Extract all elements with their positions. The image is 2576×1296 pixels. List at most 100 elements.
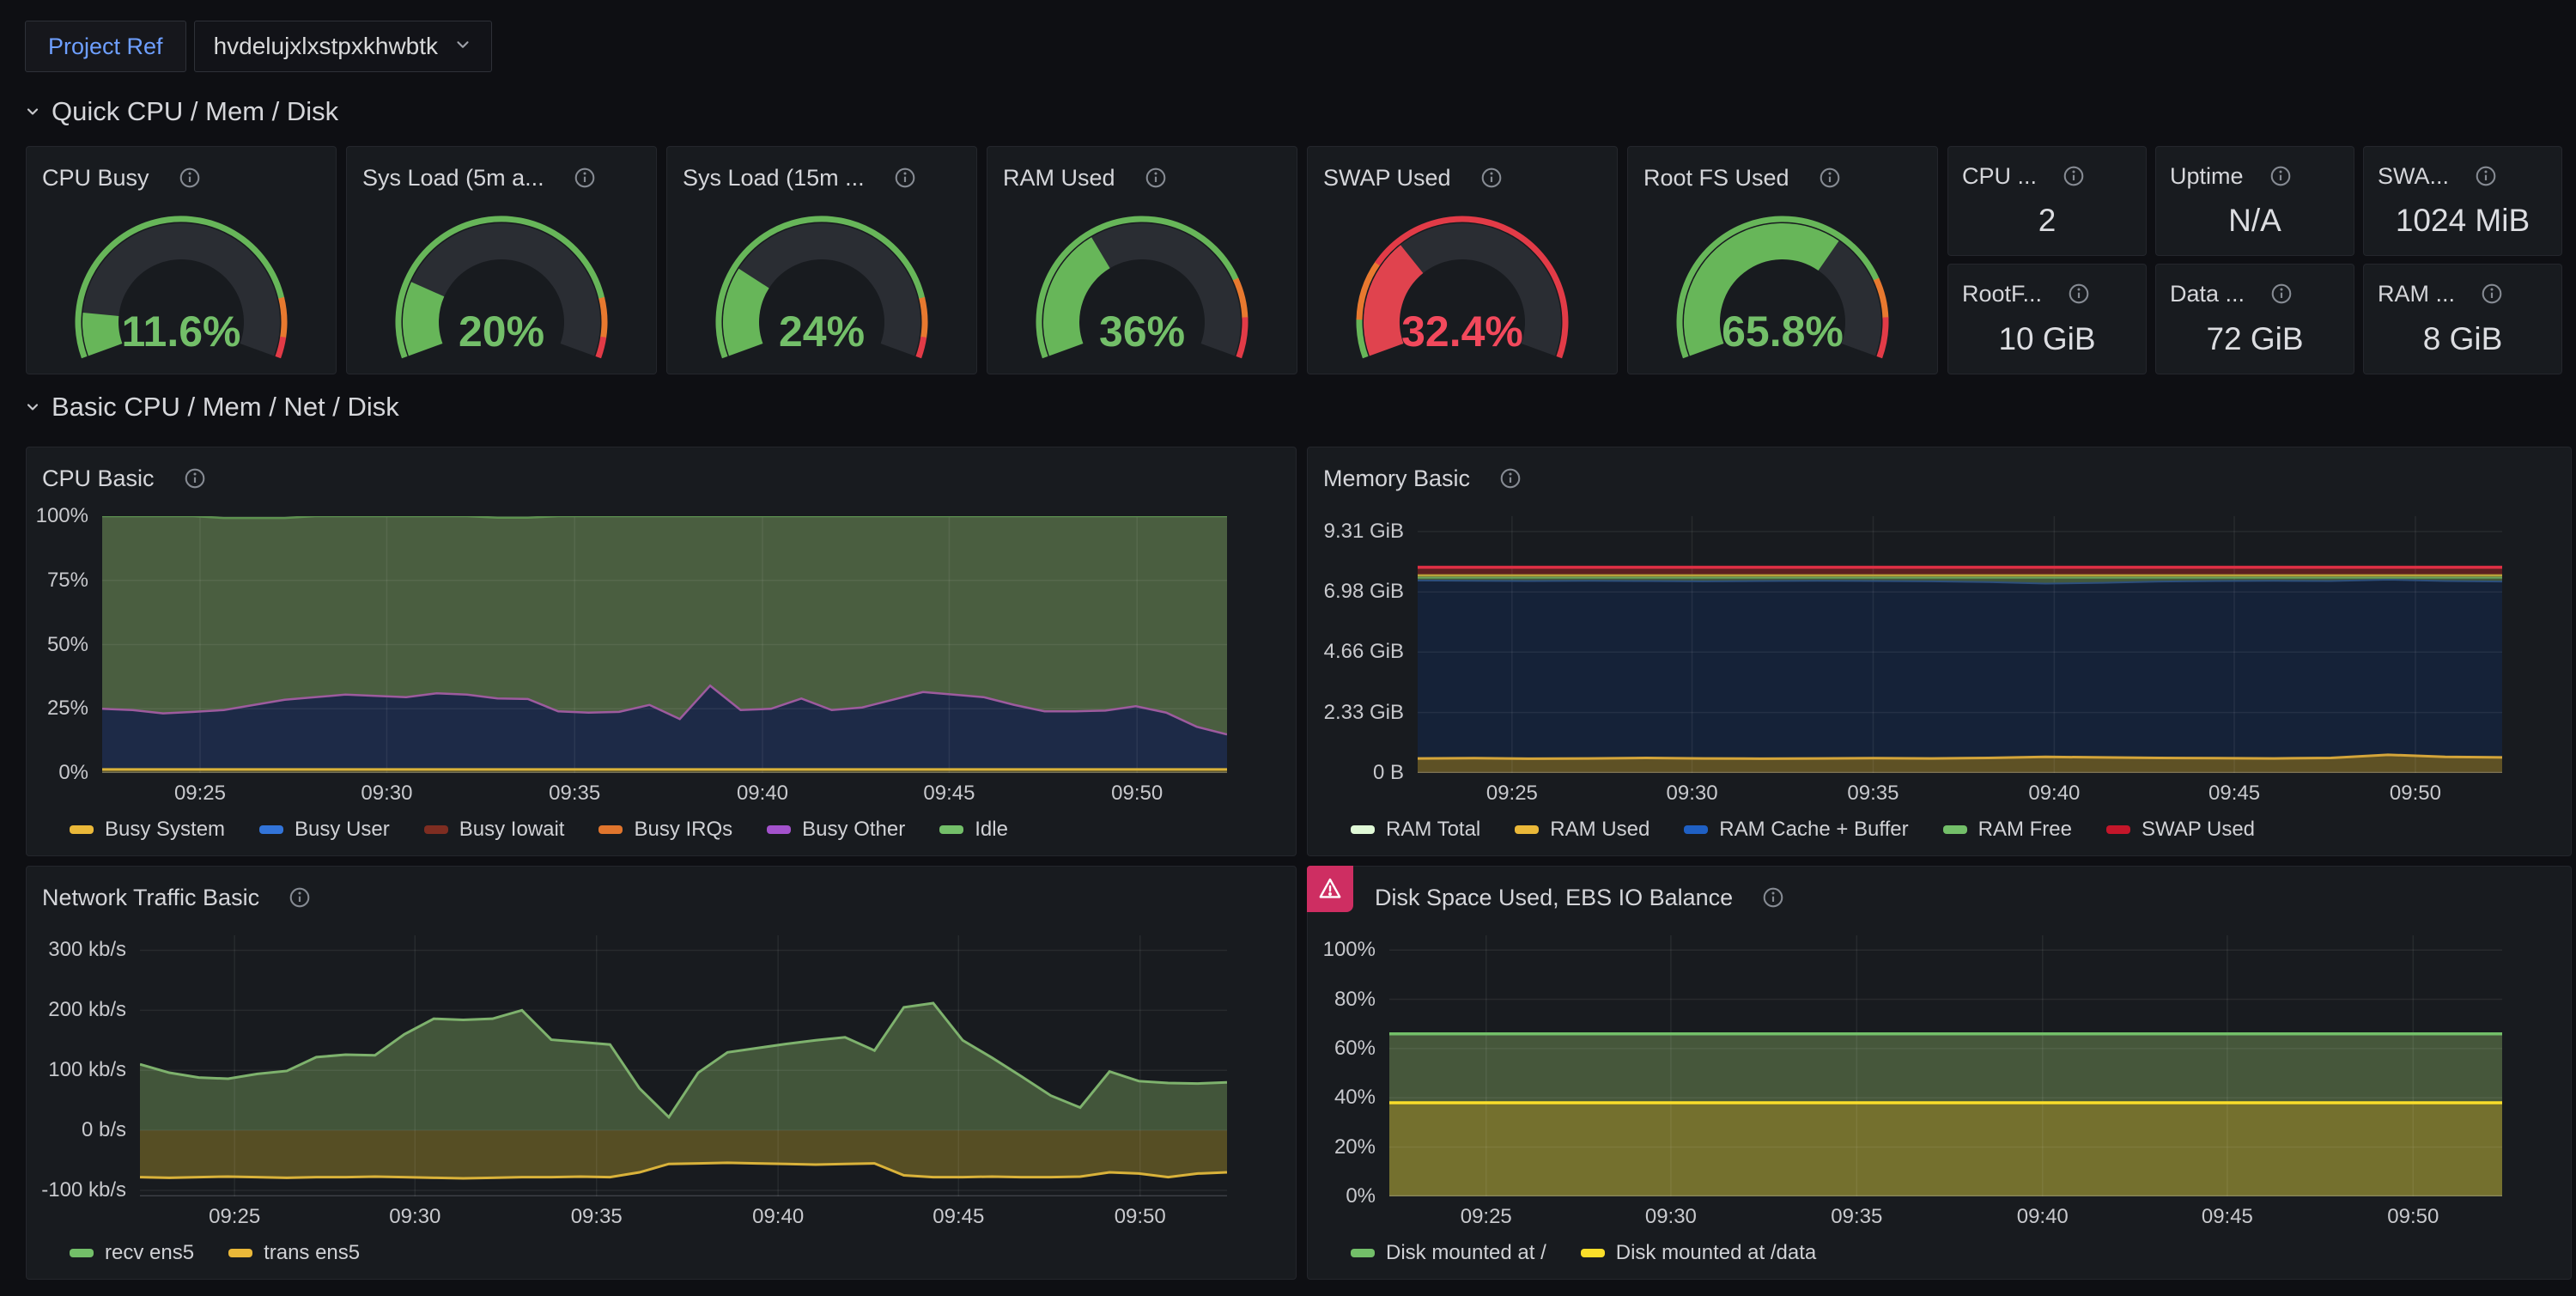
info-icon[interactable] <box>574 167 596 189</box>
panel-stat-uptime: Uptime N/A <box>2155 146 2354 256</box>
legend-label: recv ens5 <box>105 1241 195 1264</box>
y-axis-label: 100 kb/s <box>48 1058 126 1082</box>
panel-header: Sys Load (5m a... <box>347 147 656 197</box>
gauge-value: 11.6% <box>121 307 240 356</box>
legend-item-ram-cache-buffer[interactable]: RAM Cache + Buffer <box>1684 818 1909 842</box>
info-icon[interactable] <box>2475 165 2497 187</box>
legend-item-recv-ens5[interactable]: recv ens5 <box>70 1241 194 1265</box>
legend-item-busy-system[interactable]: Busy System <box>70 818 225 842</box>
legend-item-busy-other[interactable]: Busy Other <box>767 818 905 842</box>
info-icon[interactable] <box>1480 167 1503 189</box>
legend-item-busy-irqs[interactable]: Busy IRQs <box>598 818 732 842</box>
x-axis-label: 09:50 <box>1114 1205 1166 1228</box>
info-icon[interactable] <box>1499 467 1522 490</box>
legend-item-disk-mounted-at-data[interactable]: Disk mounted at /data <box>1580 1241 1816 1265</box>
info-icon[interactable] <box>1762 886 1784 909</box>
panel-title: RootF... <box>1962 280 2043 307</box>
x-axis-label: 09:30 <box>361 782 413 805</box>
panel-disk-space-used-ebs-io-balance: Disk Space Used, EBS IO Balance 100% 80% 60… <box>1307 866 2572 1280</box>
section-row-basic[interactable]: Basic CPU / Mem / Net / Disk <box>24 388 399 426</box>
info-icon[interactable] <box>2481 283 2503 305</box>
legend-label: SWAP Used <box>2141 818 2256 841</box>
stat-value: 10 GiB <box>1998 320 2096 356</box>
variable-label: Project Ref <box>25 21 186 72</box>
y-axis-label: -100 kb/s <box>41 1178 126 1202</box>
y-axis-label: 0% <box>58 761 88 784</box>
y-axis-label: 100% <box>35 504 88 527</box>
chart-canvas <box>102 516 1227 773</box>
x-axis-label: 09:40 <box>2028 782 2081 805</box>
legend-label: Busy System <box>105 818 226 841</box>
info-icon[interactable] <box>184 467 206 490</box>
gauge-sys-load-15m: 24% <box>667 192 976 370</box>
y-axis-label: 50% <box>46 632 88 656</box>
x-axis-label: 09:40 <box>736 782 788 805</box>
gauge-arc: 32.4% <box>1356 216 1569 358</box>
legend-item-busy-user[interactable]: Busy User <box>259 818 390 842</box>
alert-icon[interactable] <box>1307 866 1353 912</box>
gauge-value: 24% <box>779 307 865 356</box>
y-axis-label: 6.98 GiB <box>1323 580 1404 604</box>
panel-header: RootF... <box>1948 265 2146 313</box>
legend-item-swap-used[interactable]: SWAP Used <box>2105 818 2256 842</box>
panel-title: SWAP Used <box>1323 164 1451 191</box>
info-icon[interactable] <box>2269 165 2292 187</box>
legend-item-trans-ens5[interactable]: trans ens5 <box>228 1241 360 1265</box>
panel-header: SWAP Used <box>1308 147 1617 197</box>
panel-sys-load-5m-a: Sys Load (5m a... 20% <box>346 146 657 374</box>
info-icon[interactable] <box>2270 283 2293 305</box>
stat-value: 72 GiB <box>2206 320 2304 356</box>
legend-swatch <box>259 825 284 834</box>
panel-title: RAM ... <box>2378 280 2456 307</box>
info-icon[interactable] <box>179 167 201 189</box>
legend-swatch <box>228 1249 253 1257</box>
panel-title: Sys Load (5m a... <box>362 164 544 191</box>
panel-stat-ram: RAM ... 8 GiB <box>2363 264 2562 374</box>
y-axis-label: 2.33 GiB <box>1323 700 1404 724</box>
legend-item-ram-free[interactable]: RAM Free <box>1942 818 2072 842</box>
info-icon[interactable] <box>1145 167 1167 189</box>
gauge-value: 36% <box>1099 307 1185 356</box>
x-axis-label: 09:35 <box>1831 1205 1883 1228</box>
panel-network-traffic-basic: Network Traffic Basic 300 kb/s 200 kb/s 100… <box>26 866 1297 1280</box>
variable-dropdown[interactable]: hvdelujxlxstpxkhwbtk <box>193 21 493 72</box>
stat-value-wrap: 8 GiB <box>2364 313 2561 374</box>
panel-header: RAM Used <box>987 147 1297 197</box>
legend-swatch <box>1515 825 1540 834</box>
y-axis-label: 0 B <box>1372 761 1404 784</box>
legend-item-ram-used[interactable]: RAM Used <box>1515 818 1649 842</box>
info-icon[interactable] <box>2063 165 2085 187</box>
info-icon[interactable] <box>894 167 916 189</box>
legend-item-idle[interactable]: Idle <box>939 818 1008 842</box>
legend-swatch <box>767 825 792 834</box>
legend-label: Busy User <box>295 818 390 841</box>
info-icon[interactable] <box>1819 167 1841 189</box>
stat-value-wrap: N/A <box>2156 195 2354 255</box>
y-axis-label: 80% <box>1334 987 1376 1011</box>
legend-item-ram-total[interactable]: RAM Total <box>1351 818 1480 842</box>
panel-title: Memory Basic <box>1323 465 1471 491</box>
info-icon[interactable] <box>2068 283 2090 305</box>
x-axis-label: 09:35 <box>570 1205 623 1228</box>
legend-item-disk-mounted-at[interactable]: Disk mounted at / <box>1351 1241 1546 1265</box>
gauge-value: 20% <box>459 307 544 356</box>
section-row-quick[interactable]: Quick CPU / Mem / Disk <box>24 93 338 131</box>
panel-cpu-basic: CPU Basic 100% 75% 50% 25% 0% 09:25 09:30 09:35 0… <box>26 447 1297 856</box>
y-axis-label: 200 kb/s <box>48 998 126 1022</box>
info-icon[interactable] <box>289 886 311 909</box>
legend-swatch <box>1684 825 1709 834</box>
gauge-ram-used: 36% <box>987 192 1297 370</box>
legend: Disk mounted at / Disk mounted at /data <box>1308 1234 2571 1279</box>
x-axis: 09:25 09:30 09:35 09:40 09:45 09:50 <box>140 1196 1227 1234</box>
panel-stat-cpu: CPU ... 2 <box>1947 146 2147 256</box>
panel-ram-used: RAM Used 36% <box>987 146 1297 374</box>
panel-header: CPU Busy <box>27 147 336 197</box>
stat-value-wrap: 1024 MiB <box>2364 195 2561 255</box>
x-axis-label: 09:25 <box>209 1205 261 1228</box>
panel-header: Memory Basic <box>1308 447 2571 497</box>
x-axis: 09:25 09:30 09:35 09:40 09:45 09:50 <box>1418 773 2502 811</box>
legend-label: RAM Cache + Buffer <box>1719 818 1909 841</box>
legend-item-busy-iowait[interactable]: Busy Iowait <box>423 818 564 842</box>
stat-value: 8 GiB <box>2422 320 2503 356</box>
legend-swatch <box>598 825 623 834</box>
